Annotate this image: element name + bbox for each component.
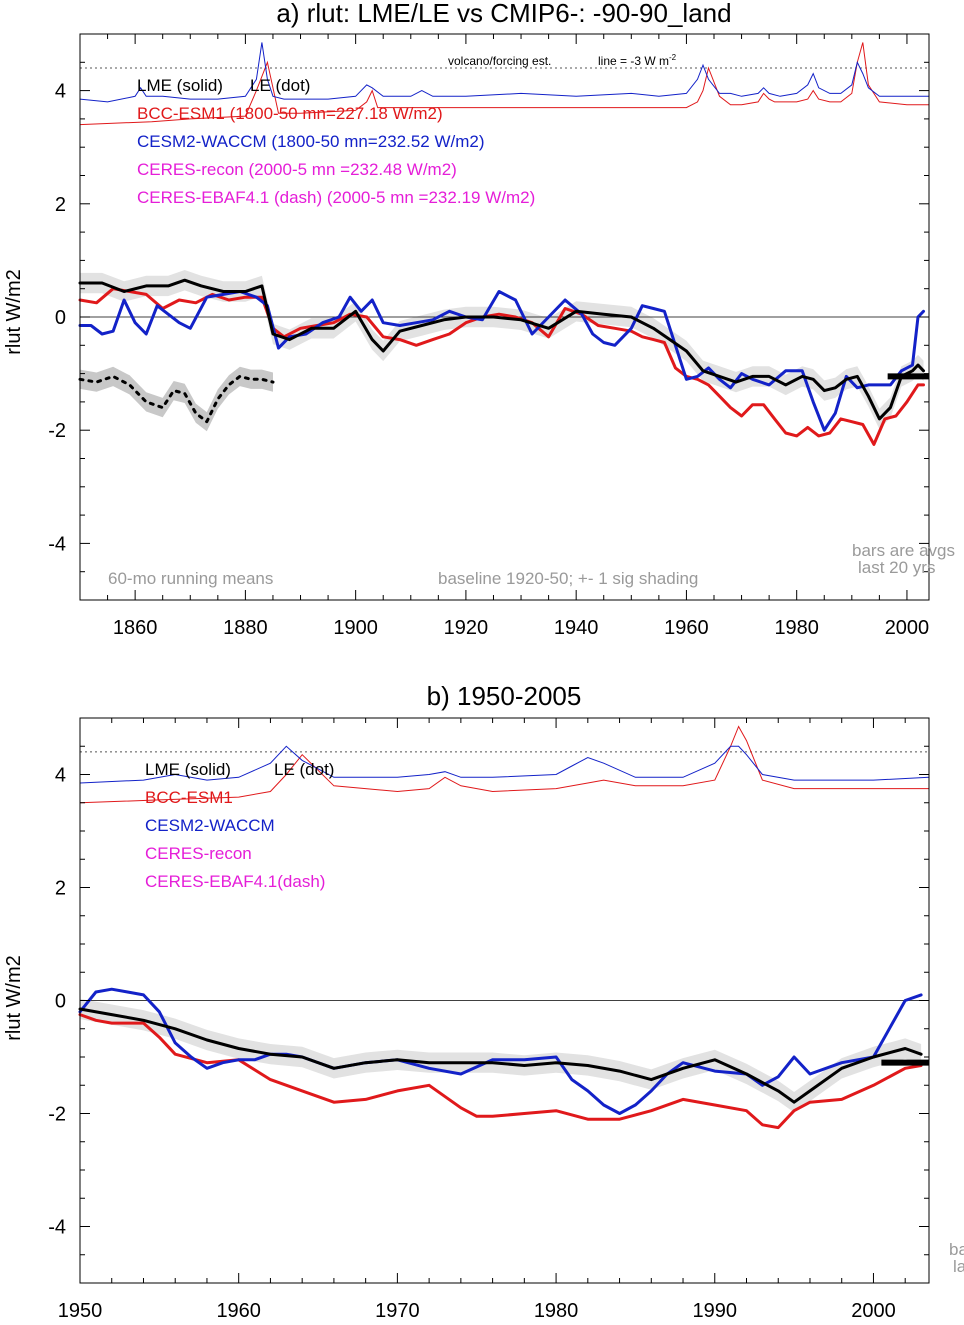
panel-a-bcc-esm1-forcing-line [79, 42, 929, 126]
panel-a-ytick-label: 4 [55, 81, 66, 103]
annotation-bars-1: bars are avgs [852, 541, 955, 560]
panel-a-xtick-label: 1880 [223, 617, 268, 639]
panel-b-plot-area: 1950 1960 1970 1980 1990 2000 -4 -2 0 2 4 [48, 717, 930, 1322]
annotation-volcano: volcano/forcing est. [448, 54, 551, 68]
panel-b-xtick-label: 2000 [851, 1300, 896, 1322]
panel-b-ytick-label: -4 [48, 1217, 66, 1239]
panel-b-series-cesm2-waccm [78, 987, 923, 1115]
legend-a-ceres-ebaf: CERES-EBAF4.1 (dash) (2000-5 mn =232.19 … [137, 188, 535, 207]
panel-a-ytick-label: -2 [48, 420, 66, 442]
panel-a-le-shading [80, 366, 273, 432]
panel-a-ylabel: rlut W/m2 [3, 269, 25, 355]
annotation-line-note-sup: -2 [669, 53, 677, 62]
panel-a-xtick-label: 1960 [664, 617, 709, 639]
panel-a-series-le-dot [78, 374, 275, 424]
annotation-line-note-text: line = -3 W m [598, 54, 669, 68]
panel-b-xtick-label: 1990 [693, 1300, 738, 1322]
panel-b-ytick-label: 4 [55, 765, 66, 787]
panel-a-ytick-label: -4 [48, 533, 66, 555]
legend-a-cesm2: CESM2-WACCM (1800-50 mn=232.52 W/m2) [137, 132, 485, 151]
panel-a-xtick-label: 1980 [774, 617, 819, 639]
legend-a-ceres-recon: CERES-recon (2000-5 mn =232.48 W/m2) [137, 160, 457, 179]
panel-a: a) rlut: LME/LE vs CMIP6-: -90-90_land 1… [3, 0, 955, 639]
panel-b-bcc-esm1-forcing-line [79, 725, 929, 804]
panel-b-title: b) 1950-2005 [427, 681, 582, 711]
panel-b-ytick-label: 0 [55, 991, 66, 1013]
legend-b-ceres-ebaf: CERES-EBAF4.1(dash) [145, 872, 325, 891]
panel-a-legend: LME (solid) LE (dot) BCC-ESM1 (1800-50 m… [137, 76, 535, 207]
panel-a-xtick-label: 1940 [554, 617, 599, 639]
panel-a-series-lme-solid [78, 278, 925, 421]
annotation-b-bars-2: la [953, 1257, 964, 1276]
panel-b-cesm2-waccm-forcing-line [79, 745, 930, 784]
panel-b-xtick-label: 1980 [534, 1300, 579, 1322]
panel-b-ylabel: rlut W/m2 [3, 955, 25, 1041]
panel-a-xtick-label: 1860 [113, 617, 158, 639]
panel-a-cesm2-waccm-forcing-line [79, 42, 929, 103]
panel-a-series-cesm2-waccm [78, 290, 925, 432]
legend-b-bcc: BCC-ESM1 [145, 788, 233, 807]
panel-a-xtick-label: 1900 [333, 617, 378, 639]
legend-b-ceres-recon: CERES-recon [145, 844, 252, 863]
panel-a-ytick-label: 2 [55, 194, 66, 216]
legend-a-bcc: BCC-ESM1 (1800-50 mn=227.18 W/m2) [137, 104, 443, 123]
panel-b-xtick-label: 1960 [216, 1300, 261, 1322]
panel-b: b) 1950-2005 1950 1960 1970 1980 1990 2000 -4 -… [3, 681, 964, 1322]
annotation-baseline: baseline 1920-50; +- 1 sig shading [438, 569, 698, 588]
panel-a-xtick-label: 1920 [444, 617, 489, 639]
panel-b-xtick-label: 1950 [58, 1300, 103, 1322]
annotation-line-note: line = -3 W m-2 [598, 53, 677, 68]
panel-a-title: a) rlut: LME/LE vs CMIP6-: -90-90_land [276, 0, 731, 28]
legend-a-le: LE (dot) [250, 76, 310, 95]
panel-b-ytick-label: 2 [55, 878, 66, 900]
annotation-bars-2: last 20 yrs [858, 558, 935, 577]
annotation-b-bars-1: ba [949, 1240, 964, 1259]
legend-b-cesm2: CESM2-WACCM [145, 816, 275, 835]
legend-b-le: LE (dot) [274, 760, 334, 779]
panel-b-legend: LME (solid) LE (dot) BCC-ESM1 CESM2-WACC… [145, 760, 334, 891]
panel-b-ytick-label: -2 [48, 1104, 66, 1126]
panel-b-series-lme-solid [78, 1007, 923, 1104]
panel-b-lme-shading [80, 998, 922, 1113]
panel-a-plot-area: 1860 1880 1900 1920 1940 1960 1980 2000 -4 -2 0 2 4 [48, 33, 930, 639]
panel-a-xtick-label: 2000 [885, 617, 930, 639]
legend-a-lme: LME (solid) [137, 76, 223, 95]
annotation-running-means: 60-mo running means [108, 569, 273, 588]
panel-b-series-bcc-esm1 [78, 1013, 923, 1130]
panel-a-ytick-label: 0 [55, 307, 66, 329]
legend-b-lme: LME (solid) [145, 760, 231, 779]
panel-b-xtick-label: 1970 [375, 1300, 420, 1322]
